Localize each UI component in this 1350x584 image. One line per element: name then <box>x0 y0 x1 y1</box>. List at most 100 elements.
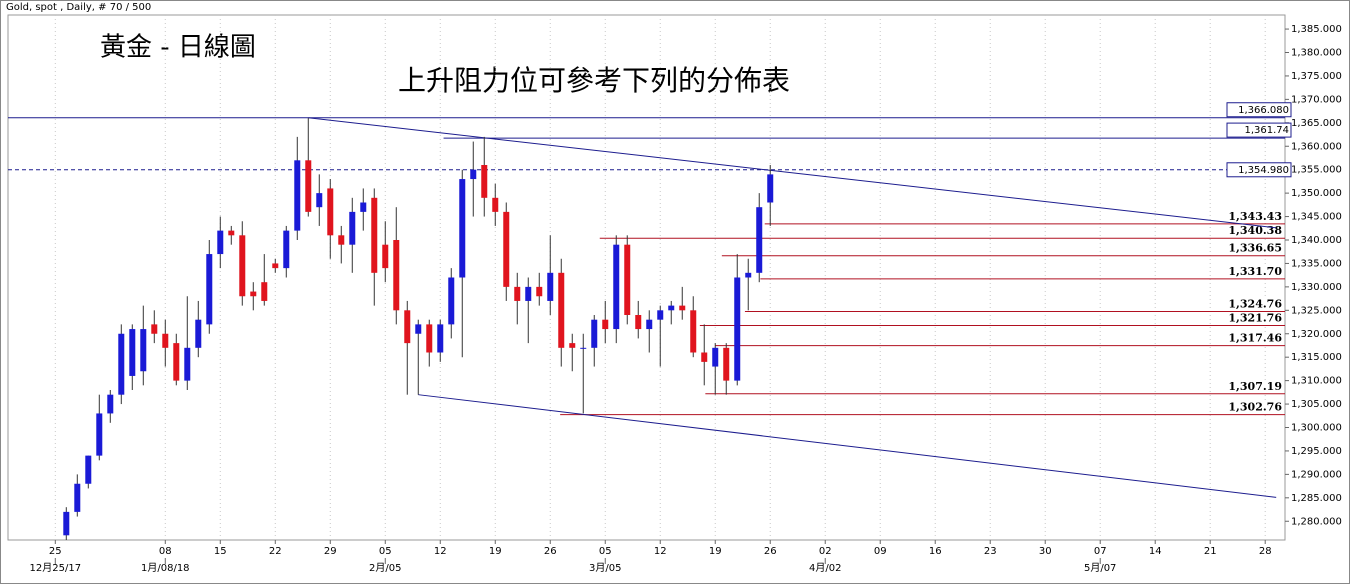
y-tick-label: 1,295.000 <box>1291 446 1342 457</box>
candle-body <box>140 329 147 372</box>
level-label-bg <box>1230 210 1282 223</box>
x-tick-label: 16 <box>929 546 942 557</box>
candle-body <box>239 235 246 297</box>
y-tick-label: 1,310.000 <box>1291 376 1342 387</box>
y-tick-label: 1,300.000 <box>1291 423 1342 434</box>
x-tick-label: 15 <box>214 546 227 557</box>
level-label-bg <box>1230 312 1282 325</box>
y-tick-label: 1,340.000 <box>1291 235 1342 246</box>
level-label: 1,331.70 <box>1228 265 1282 278</box>
y-tick-label: 1,305.000 <box>1291 399 1342 410</box>
y-tick-label: 1,385.000 <box>1291 24 1342 35</box>
x-tick-label: 21 <box>1204 546 1217 557</box>
candle-body <box>327 188 334 236</box>
x-tick-label: 29 <box>324 546 337 557</box>
candle-body <box>283 230 290 269</box>
x-tick-label: 19 <box>489 546 502 557</box>
level-label: 1,336.65 <box>1228 242 1282 255</box>
level-label-bg <box>1230 401 1282 414</box>
x-tick-label: 07 <box>1094 546 1107 557</box>
chart-title: 黃金 - 日線圖 <box>100 33 256 63</box>
candle-body <box>184 347 191 381</box>
candle-body <box>635 315 642 330</box>
y-tick-label: 1,380.000 <box>1291 48 1342 59</box>
x-tick-label: 08 <box>159 546 172 557</box>
y-tick-label: 1,370.000 <box>1291 94 1342 105</box>
y-tick-label: 1,315.000 <box>1291 352 1342 363</box>
candle-body <box>85 455 92 484</box>
y-tick-label: 1,320.000 <box>1291 329 1342 340</box>
y-tick-label: 1,330.000 <box>1291 282 1342 293</box>
level-label: 1,366.080 <box>1238 105 1289 116</box>
candle-body <box>173 343 180 381</box>
level-label: 1,324.76 <box>1228 297 1282 310</box>
level-label-bg <box>1230 332 1282 345</box>
candle-body <box>734 277 741 381</box>
x-tick-label: 09 <box>874 546 887 557</box>
candle-body <box>767 174 774 203</box>
level-label-bg <box>1230 225 1282 238</box>
x-tick-label: 26 <box>544 546 557 557</box>
candle-body <box>206 254 213 325</box>
x-tick-label: 22 <box>269 546 282 557</box>
candle-body <box>107 394 114 414</box>
candle-body <box>305 160 312 212</box>
candle-body <box>415 324 422 334</box>
x-tick-label: 12 <box>434 546 447 557</box>
y-tick-label: 1,280.000 <box>1291 516 1342 527</box>
level-label: 1,354.980 <box>1238 165 1289 176</box>
candle-body <box>118 333 125 395</box>
x-major-label: 1月/08/18 <box>141 562 190 574</box>
y-tick-label: 1,355.000 <box>1291 165 1342 176</box>
y-tick-label: 1,345.000 <box>1291 212 1342 223</box>
candle-body <box>679 305 686 311</box>
candle-body <box>558 272 565 348</box>
candle-body <box>547 272 554 301</box>
candle-body <box>723 347 730 381</box>
level-label: 1,361.74 <box>1244 125 1289 136</box>
candle-body <box>426 324 433 353</box>
y-tick-label: 1,375.000 <box>1291 71 1342 82</box>
candle-body <box>360 202 367 212</box>
candle-body <box>250 291 257 297</box>
candle-body <box>712 347 719 367</box>
candle-body <box>492 197 499 212</box>
chart-header: Gold, spot , Daily, # 70 / 500 <box>6 2 151 13</box>
x-tick-label: 05 <box>599 546 612 557</box>
candle-body <box>151 324 158 334</box>
level-label-bg <box>1230 380 1282 393</box>
candle-body <box>459 179 466 278</box>
x-tick-label: 28 <box>1259 546 1272 557</box>
y-tick-label: 1,325.000 <box>1291 305 1342 316</box>
candle-body <box>690 310 697 353</box>
candle-body <box>162 333 169 348</box>
x-major-label: 12月25/17 <box>30 562 82 574</box>
candle-body <box>514 286 521 301</box>
candle-body <box>536 286 543 297</box>
x-major-label: 3月/05 <box>589 562 621 574</box>
x-major-label: 2月/05 <box>369 562 401 574</box>
candle-body <box>272 263 279 269</box>
x-tick-label: 26 <box>764 546 777 557</box>
trend-line <box>418 394 1277 498</box>
candle-body <box>228 230 235 236</box>
candle-body <box>448 277 455 325</box>
candle-body <box>74 483 81 512</box>
x-major-label: 5月/07 <box>1084 562 1116 574</box>
y-tick-label: 1,360.000 <box>1291 141 1342 152</box>
level-label-box <box>1226 122 1292 138</box>
level-label: 1,321.76 <box>1228 312 1282 325</box>
x-tick-label: 05 <box>379 546 392 557</box>
x-tick-label: 19 <box>709 546 722 557</box>
level-label: 1,307.19 <box>1228 380 1282 393</box>
candle-body <box>756 207 763 273</box>
candle-body <box>580 347 587 349</box>
level-label-box <box>1226 102 1292 118</box>
level-label: 1,343.43 <box>1228 210 1282 223</box>
trend-line <box>308 117 1277 229</box>
y-tick-label: 1,285.000 <box>1291 493 1342 504</box>
candle-body <box>217 230 224 255</box>
candle-body <box>591 319 598 348</box>
candle-body <box>525 286 532 301</box>
